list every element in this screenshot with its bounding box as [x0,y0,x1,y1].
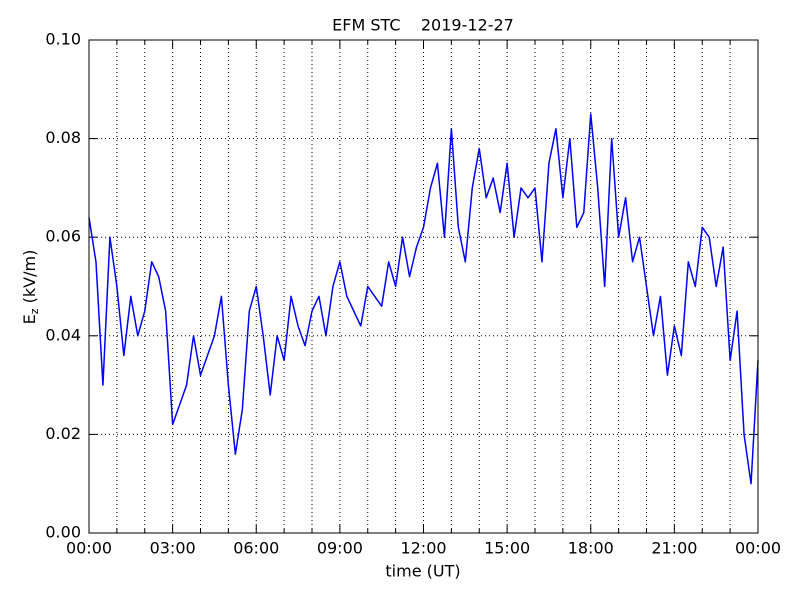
y-tick-label: 0.00 [45,523,81,542]
y-tick-label: 0.06 [45,227,81,246]
x-tick-label: 18:00 [568,539,614,558]
x-tick-label: 09:00 [317,539,363,558]
x-tick-label: 00:00 [735,539,781,558]
y-tick-label: 0.02 [45,424,81,443]
x-axis-label: time (UT) [385,562,460,581]
y-label-base: E [20,314,39,324]
x-tick-label: 12:00 [400,539,446,558]
x-tick-label: 00:00 [66,539,112,558]
x-tick-label: 15:00 [484,539,530,558]
x-tick-label: 21:00 [651,539,697,558]
y-label-rest: (kV/m) [20,250,39,309]
y-label-sub: z [28,308,41,314]
chart-title: EFM STC 2019-12-27 [332,16,514,35]
y-tick-label: 0.08 [45,128,81,147]
x-tick-label: 06:00 [233,539,279,558]
y-axis-label: Ez (kV/m) [20,250,42,325]
plot-frame [88,39,759,534]
y-tick-label: 0.04 [45,325,81,344]
data-line [88,113,759,485]
y-tick-label: 0.10 [45,30,81,49]
x-tick-label: 03:00 [150,539,196,558]
